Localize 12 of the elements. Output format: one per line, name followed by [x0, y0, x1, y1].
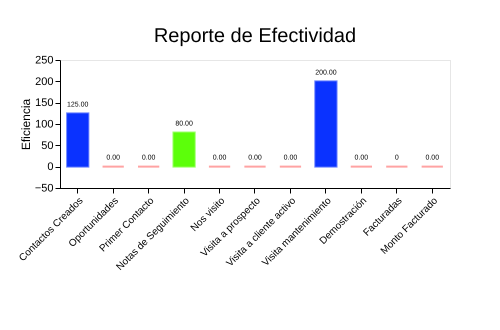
y-tick-label: −50 — [34, 182, 54, 194]
chart-title: Reporte de Efectividad — [154, 25, 356, 47]
y-tick-label: 0 — [47, 161, 54, 174]
bar — [66, 112, 90, 168]
y-tick-label: 100 — [35, 118, 54, 130]
bar — [172, 132, 196, 168]
y-tick-label: 150 — [35, 97, 54, 110]
y-tick-label: 250 — [35, 54, 54, 66]
bar — [314, 80, 338, 168]
y-tick-label: 200 — [35, 76, 54, 88]
y-axis-title: Eficiencia — [18, 98, 33, 150]
y-tick-label: 50 — [41, 140, 54, 152]
